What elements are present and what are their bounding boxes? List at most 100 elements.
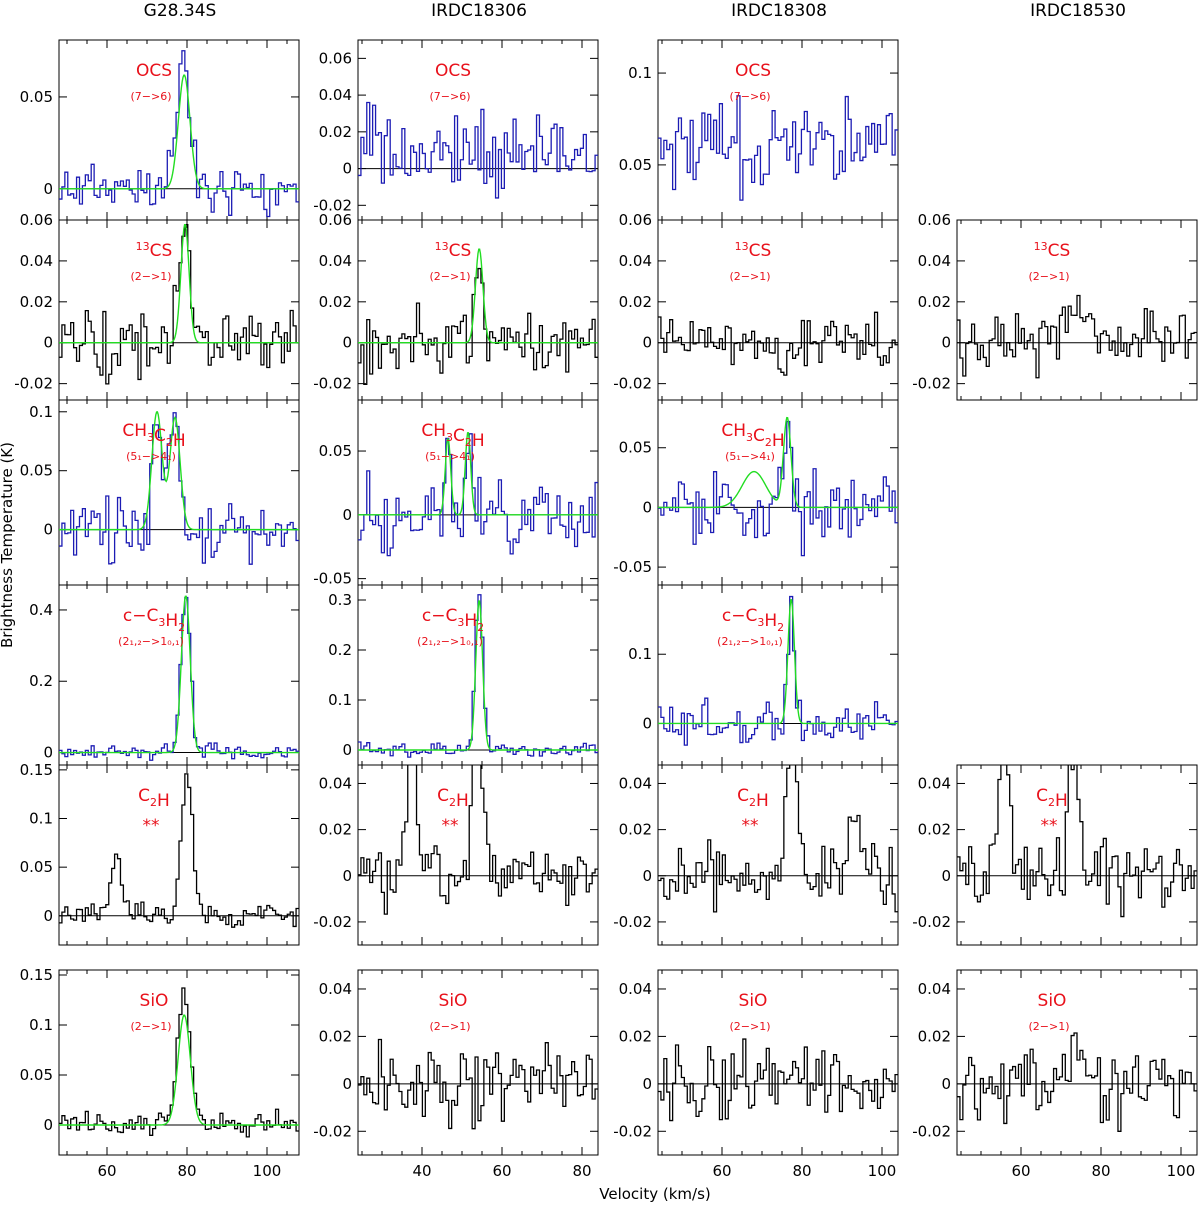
transition-label: (2₁,₂−>1₀,₁) (717, 635, 783, 648)
y-tick-label: 0.04 (319, 252, 352, 270)
transition-label: ** (442, 816, 459, 836)
transition-label: (5₁−>4₁) (425, 450, 475, 463)
y-tick-label: 0.05 (319, 442, 352, 460)
y-tick-label: 0 (642, 498, 652, 516)
y-tick-label: 0.02 (918, 293, 951, 311)
transition-label: (2−>1) (1028, 1020, 1069, 1033)
y-tick-label: 0.02 (319, 293, 352, 311)
spectrum-line (358, 765, 598, 915)
spectrum-line (59, 987, 299, 1138)
y-tick-label: 0 (43, 334, 53, 352)
irdc18308-c-c3h2-molecule-label: c−C3H2 (722, 606, 784, 634)
x-tick-label: 60 (97, 1162, 116, 1180)
panel-irdc18308-ocs: 0.05 0.1 OCS (7−>6) (619, 39, 899, 221)
gaussian-fit-line (658, 416, 898, 509)
spectrum-line (358, 433, 598, 557)
panel-frame (657, 764, 899, 946)
panel-irdc18306-c2h: -0.02 0 0.02 0.04 C2H ** (313, 764, 599, 946)
x-tick-label: 60 (492, 1162, 511, 1180)
gaussian-fit-line (59, 74, 299, 190)
y-tick-label: 0.04 (619, 980, 652, 998)
transition-label: ** (143, 816, 160, 836)
transition-label: (5₁−>4₁) (126, 450, 176, 463)
irdc18308-ocs-molecule-label: OCS (735, 61, 771, 81)
irdc18530-13cs-molecule-label: 13CS (1034, 240, 1071, 261)
x-tick-label: 80 (1091, 1162, 1110, 1180)
y-tick-label: -0.02 (613, 1122, 652, 1140)
x-tick-label: 80 (792, 1162, 811, 1180)
gaussian-fit-line (358, 248, 598, 344)
g28-34s-ch3c2h-molecule-label: CH3C2H (122, 421, 185, 451)
spectrum-line (59, 223, 299, 385)
transition-label: (2₁,₂−>1₀,₁) (118, 635, 184, 648)
transition-label: (2−>1) (429, 1020, 470, 1033)
transition-label: ** (1041, 816, 1058, 836)
x-tick-label: 40 (412, 1162, 431, 1180)
transition-label: (2−>1) (729, 270, 770, 283)
y-tick-label: 0 (642, 1075, 652, 1093)
spectrum-line (358, 101, 598, 199)
y-tick-label: 0.02 (619, 821, 652, 839)
gaussian-fit-line (358, 432, 598, 516)
panel-irdc18306-ocs: -0.02 0 0.02 0.04 0.06 OCS (7−>6) (313, 39, 599, 221)
x-axis-title: Velocity (km/s) (599, 1185, 710, 1203)
irdc18530-c2h-molecule-label: C2H (1036, 786, 1068, 811)
panel-frame (357, 969, 599, 1156)
y-tick-label: 0.1 (29, 1016, 53, 1034)
y-tick-label: 0 (342, 867, 352, 885)
panel-g28-34s-c-c3h2: 0 0.2 0.4 c−C3H2(2₁,₂−>1₀,₁) (29, 584, 300, 766)
irdc18306-c2h-molecule-label: C2H (437, 786, 469, 811)
panel-irdc18308-c2h: -0.02 0 0.02 0.04 C2H ** (613, 764, 899, 946)
irdc18308-ch3c2h-molecule-label: CH3C2H (721, 421, 784, 451)
gaussian-fit-line (59, 595, 299, 754)
gaussian-fit-line (59, 1014, 299, 1126)
y-tick-label: -0.02 (912, 1122, 951, 1140)
transition-label: (5₁−>4₁) (725, 450, 775, 463)
irdc18308-c2h-molecule-label: C2H (737, 786, 769, 811)
spectrum-line (59, 50, 299, 218)
y-tick-label: 0.02 (619, 1027, 652, 1045)
spectrum-line (957, 294, 1197, 379)
x-tick-label: 100 (253, 1162, 282, 1180)
y-tick-label: 0.06 (619, 211, 652, 229)
y-tick-label: -0.02 (912, 375, 951, 393)
spectrum-line (658, 420, 898, 557)
column-title-irdc18306: IRDC18306 (431, 1, 527, 21)
g28-34s-ocs-molecule-label: OCS (136, 61, 172, 81)
y-tick-label: -0.02 (313, 196, 352, 214)
y-tick-label: 0.04 (619, 774, 652, 792)
y-tick-label: 0 (941, 1075, 951, 1093)
y-tick-label: 0.1 (628, 64, 652, 82)
g28-34s-c-c3h2-molecule-label: c−C3H2 (123, 606, 185, 634)
y-tick-label: 0.05 (20, 858, 53, 876)
y-tick-label: 0.06 (319, 211, 352, 229)
y-tick-label: 0 (43, 1116, 53, 1134)
y-tick-label: 0.02 (319, 123, 352, 141)
transition-label: (2₁,₂−>1₀,₁) (417, 635, 483, 648)
y-tick-label: 0.05 (20, 88, 53, 106)
y-tick-label: 0.2 (29, 672, 53, 690)
panel-irdc18306-sio: -0.02 0 0.02 0.04 40 60 80 SiO (2−>1) (313, 969, 599, 1180)
y-tick-label: 0 (342, 334, 352, 352)
y-tick-label: 0.4 (29, 601, 53, 619)
column-titles: G28.34S IRDC18306 IRDC18308 IRDC18530 (144, 1, 1126, 21)
panel-frame (657, 39, 899, 221)
x-tick-label: 80 (572, 1162, 591, 1180)
spectra-panels: 0 0.05 OCS (7−>6) -0.02 0 0.02 0.04 0.06 OCS (7−>6… (14, 39, 1198, 1180)
spectrum-line (658, 311, 898, 376)
panel-irdc18308-sio: -0.02 0 0.02 0.04 60 80 100 SiO (2−>1) (613, 969, 899, 1180)
panel-g28-34s-sio: 0 0.05 0.1 0.15 60 80 100 SiO (2−>1) (20, 966, 300, 1180)
y-tick-label: 0.04 (619, 252, 652, 270)
panel-frame (357, 764, 599, 946)
g28-34s-13cs-molecule-label: 13CS (136, 240, 173, 261)
panel-frame (956, 219, 1198, 401)
y-tick-label: 0.04 (319, 86, 352, 104)
y-tick-label: 0 (642, 867, 652, 885)
panel-irdc18308-13cs: -0.02 0 0.02 0.04 0.06 13CS (2−>1) (613, 211, 899, 401)
transition-label: ** (742, 816, 759, 836)
y-tick-label: 0.05 (619, 156, 652, 174)
y-tick-label: 0.02 (918, 821, 951, 839)
panel-irdc18308-c-c3h2: 0 0.1 c−C3H2(2₁,₂−>1₀,₁) (628, 584, 899, 766)
y-tick-label: 0 (342, 160, 352, 178)
irdc18306-ocs-molecule-label: OCS (435, 61, 471, 81)
